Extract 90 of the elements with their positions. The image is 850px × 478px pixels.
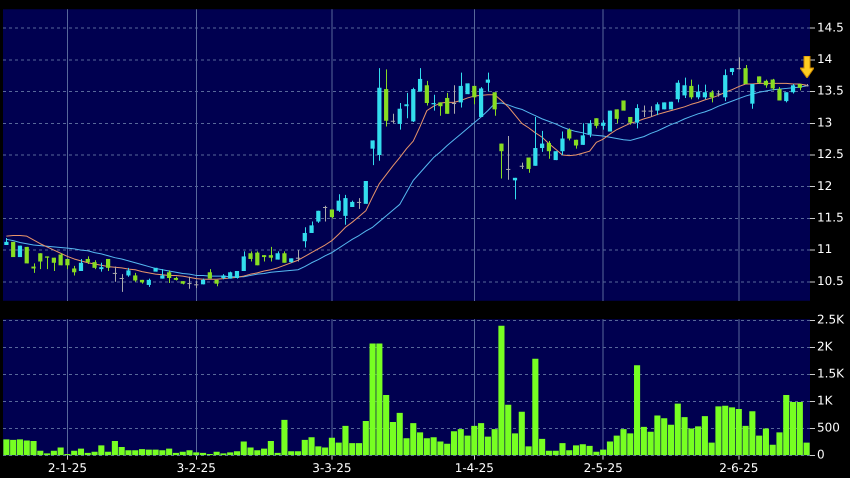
candlestick [750, 84, 754, 110]
candlestick [458, 72, 463, 108]
candlestick [533, 116, 538, 166]
x-tick-label: 1-4-25 [454, 460, 494, 475]
candlestick [52, 257, 56, 272]
candlestick [594, 118, 598, 129]
candlestick [486, 72, 490, 92]
candlestick [38, 252, 42, 270]
candlestick [682, 77, 687, 98]
candlestick [567, 128, 572, 141]
candlestick [777, 86, 782, 101]
candlestick [323, 205, 328, 222]
candlestick [601, 120, 606, 130]
candlestick [710, 90, 714, 103]
y-tick-label: 12.5 [817, 147, 844, 162]
y-tick-label: 1K [817, 394, 834, 408]
candlestick [743, 64, 748, 84]
candlestick [302, 226, 307, 248]
y-tick-label: 13.5 [817, 84, 844, 98]
candlestick [72, 265, 76, 276]
y-tick-label: 14 [817, 52, 832, 66]
y-tick-label: 14.5 [817, 20, 844, 34]
candlestick [106, 258, 110, 272]
y-tick-label: 12 [817, 178, 832, 193]
candlestick [390, 113, 396, 124]
candlestick [588, 120, 592, 138]
candlestick [316, 210, 320, 224]
y-tick-label: 2.5K [817, 312, 846, 326]
candlestick [499, 143, 504, 179]
candlestick [526, 157, 531, 174]
x-tick-label: 3-3-25 [312, 460, 352, 475]
y-tick-label: 11.5 [817, 210, 844, 225]
candlestick [689, 79, 694, 100]
candlestick [655, 102, 660, 116]
y-tick-label: 0 [817, 448, 825, 462]
candlestick [424, 80, 429, 106]
candlestick [492, 92, 497, 116]
y-tick-label: 500 [817, 420, 840, 435]
candlestick [167, 270, 172, 284]
candlestick [398, 102, 402, 130]
candlestick [642, 105, 646, 118]
y-tick-label: 10.5 [817, 274, 844, 288]
candlestick [282, 250, 287, 264]
candlestick [187, 276, 192, 290]
candlestick [512, 177, 518, 200]
candlestick [58, 252, 63, 266]
candlestick [370, 140, 375, 166]
y-tick-label: 2K [817, 339, 834, 354]
candlestick [242, 250, 246, 272]
candlestick [540, 130, 544, 152]
candlestick [472, 85, 476, 105]
candlestick [120, 274, 124, 292]
candlestick [770, 78, 775, 91]
candlestick [24, 246, 29, 264]
candlestick [268, 246, 273, 262]
candlestick [336, 194, 341, 213]
candlestick [78, 258, 84, 272]
x-tick-label: 2-1-25 [48, 460, 88, 475]
x-tick-label: 2-5-25 [584, 460, 623, 475]
candlestick [608, 110, 612, 132]
candlestick [546, 140, 552, 160]
y-tick-label: 1.5K [817, 366, 846, 381]
candlestick [784, 92, 788, 103]
candlestick [696, 84, 700, 100]
candlestick [112, 266, 117, 282]
candlestick [445, 92, 450, 114]
candlestick [31, 262, 36, 274]
candlestick [452, 84, 456, 114]
candlestick [506, 135, 510, 180]
candlestick [432, 94, 436, 112]
candlestick [309, 221, 314, 234]
candlestick [736, 56, 741, 70]
candlestick [648, 106, 653, 118]
y-tick-label: 13 [817, 115, 832, 130]
candlestick [580, 122, 585, 146]
candlestick [418, 68, 422, 92]
candlestick [723, 68, 728, 102]
candlestick [343, 194, 348, 226]
candlestick [676, 80, 680, 103]
candlestick [560, 131, 565, 156]
x-tick-label: 2-6-25 [719, 460, 758, 475]
candlestick [255, 250, 260, 266]
candlestick [296, 250, 300, 262]
y-tick-label: 11 [817, 242, 832, 256]
x-tick-label: 3-2-25 [176, 460, 216, 475]
candlestick [614, 108, 619, 124]
candlestick [248, 250, 253, 262]
candlestick [634, 104, 640, 129]
candlestick [702, 84, 707, 100]
candlestick [356, 198, 362, 210]
